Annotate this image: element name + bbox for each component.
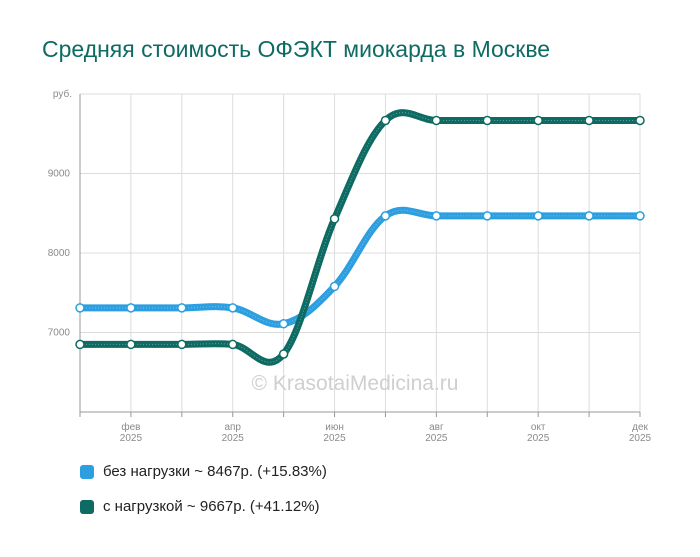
x-tick-label-year: 2025	[425, 433, 448, 444]
legend-item-without-load[interactable]: без нагрузки ~ 8467р. (+15.83%)	[80, 463, 327, 480]
data-point	[431, 211, 442, 221]
x-tick-label-year: 2025	[629, 433, 652, 444]
data-point	[584, 211, 594, 221]
legend-label-without-load: без нагрузки ~ 8467р. (+15.83%)	[103, 463, 327, 480]
data-point	[482, 115, 493, 126]
data-point	[278, 319, 289, 329]
data-point	[126, 303, 136, 313]
data-point	[278, 349, 289, 359]
x-tick-label-year: 2025	[120, 433, 143, 444]
x-tick-label-month: апр	[224, 422, 241, 433]
data-point	[227, 339, 238, 350]
x-tick-label-year: 2025	[222, 433, 245, 444]
series-with-load	[75, 109, 645, 366]
data-point	[380, 211, 391, 221]
legend-swatch-with-load	[80, 499, 94, 514]
x-tick-label-month: окт	[531, 422, 546, 433]
data-point	[126, 339, 136, 350]
data-point	[227, 303, 238, 313]
y-tick-label: 9000	[48, 169, 71, 180]
data-point	[380, 115, 391, 126]
data-point	[635, 211, 645, 221]
series-line	[76, 206, 644, 328]
data-point	[177, 303, 187, 313]
data-point	[177, 339, 187, 350]
x-tick-label-month: дек	[632, 422, 648, 433]
x-tick-label-month: авг	[429, 422, 444, 433]
x-tick-label-month: фев	[121, 421, 140, 433]
x-tick-label-year: 2025	[527, 433, 550, 444]
watermark: © KrasotaiMedicina.ru	[252, 372, 459, 395]
y-tick-label: 8000	[48, 248, 71, 259]
x-tick-label-year: 2025	[323, 433, 346, 444]
data-point	[533, 115, 543, 126]
data-point	[75, 303, 85, 313]
legend-label-with-load: с нагрузкой ~ 9667р. (+41.12%)	[103, 498, 320, 515]
data-point	[533, 211, 543, 221]
y-axis-label: руб.	[53, 88, 72, 100]
x-tick-label-month: июн	[325, 422, 344, 433]
series-line	[76, 109, 644, 366]
chart-title: Средняя стоимость ОФЭКТ миокарда в Москв…	[42, 36, 551, 62]
y-tick-label: 7000	[48, 328, 71, 339]
data-point	[329, 281, 340, 292]
legend-item-with-load[interactable]: с нагрузкой ~ 9667р. (+41.12%)	[80, 498, 320, 515]
data-point	[329, 214, 340, 224]
series-without-load	[75, 206, 645, 329]
data-point	[635, 115, 645, 126]
data-point	[482, 211, 493, 221]
series-line-texture	[80, 112, 640, 363]
data-point	[431, 115, 442, 126]
data-point	[75, 339, 85, 350]
data-point	[584, 115, 594, 126]
legend-swatch-without-load	[80, 464, 94, 479]
